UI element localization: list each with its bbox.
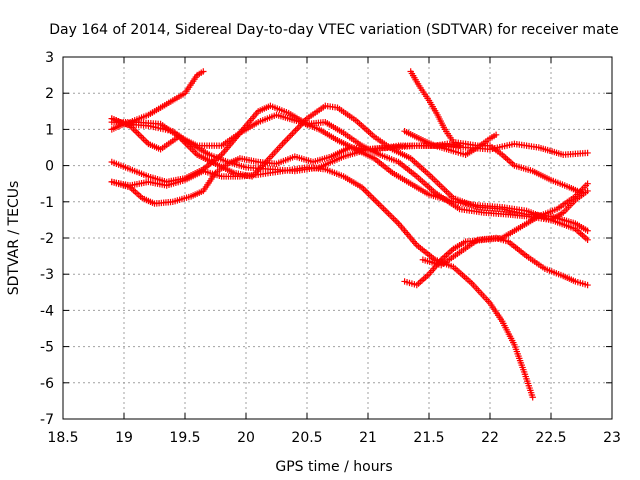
x-tick-label: 18.5 bbox=[47, 430, 78, 446]
axes-ticks: 18.5 19 19.5 20 20.5 21 21.5 22 22.5 233210-1-2-3… bbox=[40, 50, 621, 446]
data-point bbox=[529, 394, 536, 401]
series-s9 bbox=[401, 180, 591, 289]
y-tick-label: 1 bbox=[45, 122, 54, 138]
x-axis-label: GPS time / hours bbox=[275, 459, 392, 475]
x-tick-label: 19 bbox=[115, 430, 133, 446]
grid bbox=[63, 57, 612, 419]
data-point bbox=[584, 187, 591, 195]
y-tick-label: 2 bbox=[45, 86, 54, 102]
y-tick-label: -3 bbox=[40, 267, 54, 283]
x-tick-label: 22.5 bbox=[535, 430, 566, 446]
x-tick-label: 19.5 bbox=[169, 430, 200, 446]
y-tick-label: 3 bbox=[45, 50, 54, 66]
y-tick-label: -7 bbox=[40, 412, 54, 428]
x-tick-label: 20 bbox=[237, 430, 255, 446]
data-point bbox=[584, 281, 591, 289]
data-points bbox=[108, 68, 591, 401]
series-s4 bbox=[108, 111, 591, 244]
chart-title: Day 164 of 2014, Sidereal Day-to-day VTE… bbox=[49, 22, 619, 38]
y-tick-label: -6 bbox=[40, 376, 54, 392]
series-s8 bbox=[401, 128, 500, 158]
y-tick-label: 0 bbox=[45, 159, 54, 175]
x-tick-label: 21 bbox=[359, 430, 377, 446]
data-point bbox=[584, 227, 591, 234]
x-tick-label: 23 bbox=[603, 430, 621, 446]
x-tick-label: 21.5 bbox=[413, 430, 444, 446]
y-axis-label: SDTVAR / TECUs bbox=[6, 181, 22, 296]
y-tick-label: -5 bbox=[40, 340, 54, 356]
y-tick-label: -4 bbox=[40, 303, 54, 319]
y-tick-label: -2 bbox=[40, 231, 54, 247]
y-tick-label: -1 bbox=[40, 195, 54, 211]
series-s5 bbox=[108, 102, 591, 224]
series-s3 bbox=[108, 68, 207, 126]
data-point bbox=[584, 149, 591, 157]
series-s11 bbox=[419, 234, 591, 289]
x-tick-label: 20.5 bbox=[291, 430, 322, 446]
series-s6 bbox=[108, 140, 463, 207]
data-point bbox=[200, 68, 207, 75]
data-point bbox=[584, 180, 591, 187]
x-tick-label: 22 bbox=[481, 430, 499, 446]
data-point bbox=[492, 131, 500, 139]
series-s10 bbox=[108, 164, 536, 401]
data-point bbox=[584, 236, 591, 244]
